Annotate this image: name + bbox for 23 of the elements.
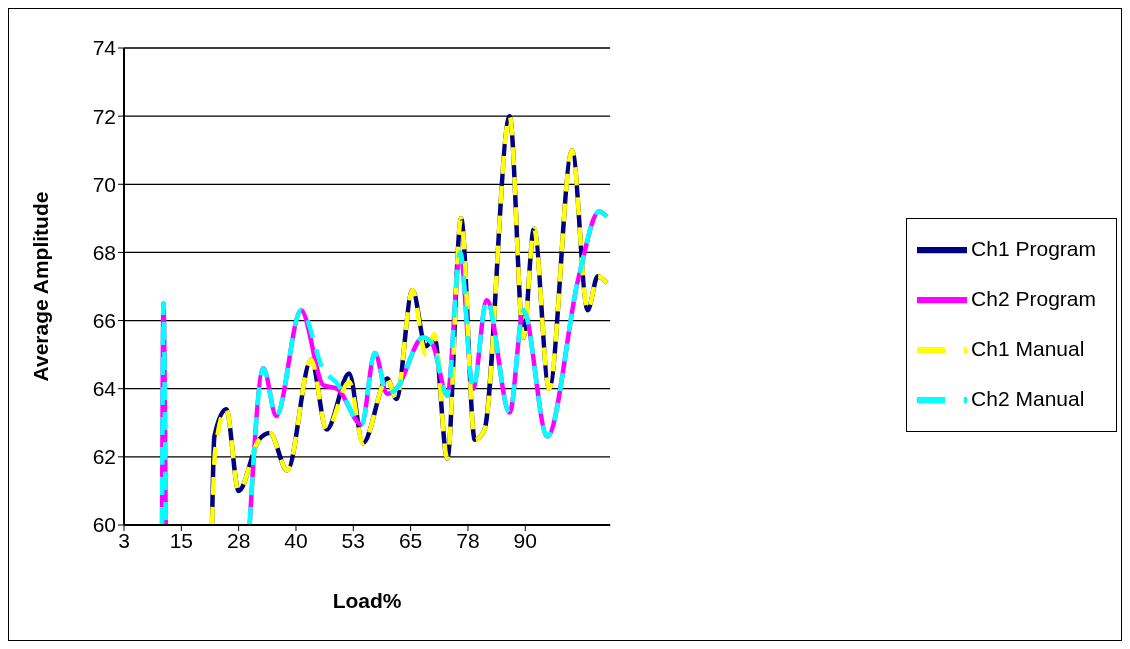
x-tick-label: 78 xyxy=(456,528,480,552)
legend-label: Ch1 Program xyxy=(971,236,1096,260)
y-tick-label: 64 xyxy=(92,377,117,401)
x-tick-label: 65 xyxy=(398,528,423,552)
x-tick-label: 53 xyxy=(341,528,365,552)
x-tick-label: 40 xyxy=(284,528,308,552)
legend-label: Ch2 Manual xyxy=(971,386,1085,410)
y-tick-label: 60 xyxy=(92,513,116,537)
legend-label: Ch1 Manual xyxy=(971,336,1085,360)
y-tick-label: 72 xyxy=(92,104,116,128)
y-axis-title: Average Amplitude xyxy=(29,191,53,382)
x-tick-label: 15 xyxy=(169,528,193,552)
line-series xyxy=(209,113,610,525)
legend-label: Ch2 Program xyxy=(971,286,1096,310)
x-tick-label: 90 xyxy=(513,528,537,552)
y-tick-label: 68 xyxy=(92,240,116,264)
y-tick-label: 66 xyxy=(92,309,116,333)
y-tick-label: 62 xyxy=(92,445,116,469)
x-axis-title: Load% xyxy=(332,589,402,612)
y-tick-label: 70 xyxy=(92,172,116,196)
x-tick-label: 28 xyxy=(226,528,251,552)
y-tick-label: 74 xyxy=(92,36,117,60)
x-tick-label: 3 xyxy=(118,528,130,552)
